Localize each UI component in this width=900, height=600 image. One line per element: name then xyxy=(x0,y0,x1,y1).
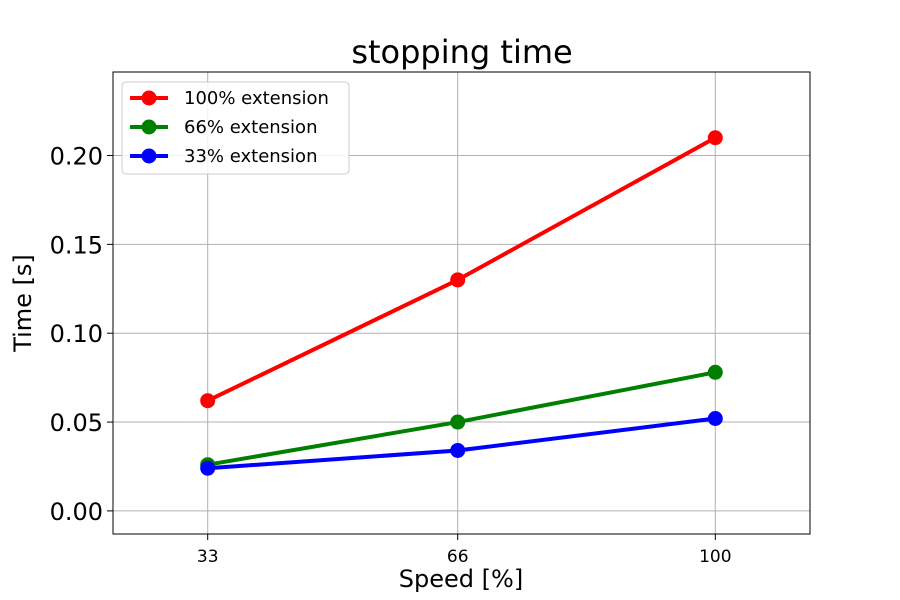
x-tick-label: 33 xyxy=(197,547,219,567)
legend: 100% extension 66% extension 33% extension xyxy=(121,81,350,175)
x-axis-ticks: 33 66 100 xyxy=(197,534,732,567)
y-tick-label: 0.20 xyxy=(50,143,103,171)
legend-box xyxy=(121,81,350,175)
chart-title: stopping time xyxy=(351,33,572,71)
legend-marker xyxy=(141,90,157,106)
data-point xyxy=(450,272,466,288)
legend-label: 100% extension xyxy=(184,88,329,109)
legend-marker xyxy=(141,148,157,164)
y-tick-label: 0.15 xyxy=(50,231,103,259)
series-group xyxy=(200,130,723,476)
y-tick-label: 0.10 xyxy=(50,320,103,348)
data-point xyxy=(707,364,723,380)
data-point xyxy=(200,460,216,476)
x-tick-label: 100 xyxy=(699,547,731,567)
data-point xyxy=(450,442,466,458)
y-tick-label: 0.00 xyxy=(50,498,103,526)
data-point xyxy=(707,130,723,146)
series-line xyxy=(206,135,717,403)
legend-label: 33% extension xyxy=(184,146,317,167)
x-axis-label: Speed [%] xyxy=(399,565,523,593)
data-point xyxy=(450,414,466,430)
y-tick-label: 0.05 xyxy=(50,409,103,437)
plot-frame xyxy=(112,71,811,535)
y-axis-ticks: 0.00 0.05 0.10 0.15 0.20 xyxy=(50,143,113,526)
x-tick-label: 66 xyxy=(447,547,469,567)
legend-marker xyxy=(141,119,157,135)
data-point xyxy=(200,393,216,409)
data-point xyxy=(707,411,723,426)
y-axis-label: Time [s] xyxy=(9,254,37,353)
legend-label: 66% extension xyxy=(184,117,317,138)
